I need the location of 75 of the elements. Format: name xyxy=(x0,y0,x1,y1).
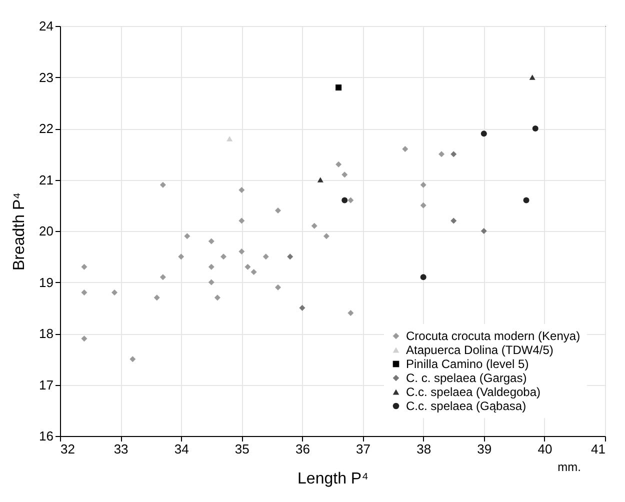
point xyxy=(81,264,88,270)
point xyxy=(523,197,530,204)
point xyxy=(178,254,184,260)
point xyxy=(532,126,538,132)
legend-label: Pinilla Camino (level 5) xyxy=(406,357,529,371)
point xyxy=(81,290,88,296)
point xyxy=(184,233,190,240)
y-tick-label: 17 xyxy=(39,377,54,392)
point xyxy=(160,182,166,188)
point xyxy=(323,233,330,240)
x-tick-label: 38 xyxy=(416,442,432,456)
point xyxy=(112,290,118,296)
x-tick-label: 32 xyxy=(60,442,75,456)
point xyxy=(317,177,324,182)
point xyxy=(480,130,487,137)
legend-label: Crocuta crocuta modern (Kenya) xyxy=(406,329,580,343)
point xyxy=(130,356,136,362)
x-tick-label: 37 xyxy=(356,442,371,456)
x-axis-title: Length P⁴ xyxy=(298,470,369,488)
point xyxy=(336,84,342,90)
point xyxy=(154,294,160,301)
legend-label: C.c. spelaea (Gąbasa) xyxy=(406,399,526,413)
y-tick-label: 19 xyxy=(39,274,54,290)
point xyxy=(275,284,281,290)
legend-label: Atapuerca Dolina (TDW4/5) xyxy=(406,343,554,357)
x-tick-label: 36 xyxy=(295,442,310,456)
y-tick-label: 24 xyxy=(39,18,54,34)
point xyxy=(299,304,306,311)
y-axis-title: Breadth P⁴ xyxy=(11,192,28,271)
point xyxy=(238,187,245,193)
x-tick-label: 34 xyxy=(174,442,189,456)
legend-label: C. c. spelaea (Gargas) xyxy=(406,371,527,385)
point xyxy=(420,202,426,208)
point xyxy=(287,254,294,260)
point xyxy=(420,274,426,280)
point xyxy=(160,274,166,280)
point xyxy=(226,136,233,142)
y-tick-label: 18 xyxy=(39,326,54,341)
point xyxy=(529,74,536,80)
point xyxy=(342,172,348,178)
x-tick-label: 35 xyxy=(234,442,250,456)
x-tick-label: 33 xyxy=(114,442,128,456)
point xyxy=(342,197,348,204)
point xyxy=(348,197,354,204)
point xyxy=(208,264,214,270)
point xyxy=(420,182,426,188)
point xyxy=(480,228,487,234)
y-tick-label: 23 xyxy=(39,70,54,85)
point xyxy=(275,208,281,214)
point xyxy=(348,310,354,316)
legend-label: C.c. spelaea (Valdegoba) xyxy=(406,385,541,399)
point xyxy=(311,222,318,229)
y-tick-label: 21 xyxy=(39,172,54,188)
point xyxy=(220,254,226,260)
point xyxy=(402,146,408,152)
point xyxy=(208,279,214,286)
text: mm. xyxy=(558,460,581,474)
point xyxy=(238,218,245,224)
point xyxy=(238,248,245,254)
point xyxy=(336,161,342,168)
x-tick-label: 39 xyxy=(477,442,492,456)
y-tick-label: 16 xyxy=(39,428,54,444)
y-tick-label: 20 xyxy=(39,224,54,238)
x-tick-label: 41 xyxy=(591,442,606,456)
y-tick-label: 22 xyxy=(39,121,54,136)
point xyxy=(450,151,457,158)
point xyxy=(450,218,457,224)
point xyxy=(244,264,251,270)
x-tick-label: 40 xyxy=(538,442,552,456)
point xyxy=(208,238,214,244)
point xyxy=(438,151,444,158)
point xyxy=(262,254,269,260)
point xyxy=(250,269,257,275)
point xyxy=(81,336,88,342)
point xyxy=(214,294,220,301)
